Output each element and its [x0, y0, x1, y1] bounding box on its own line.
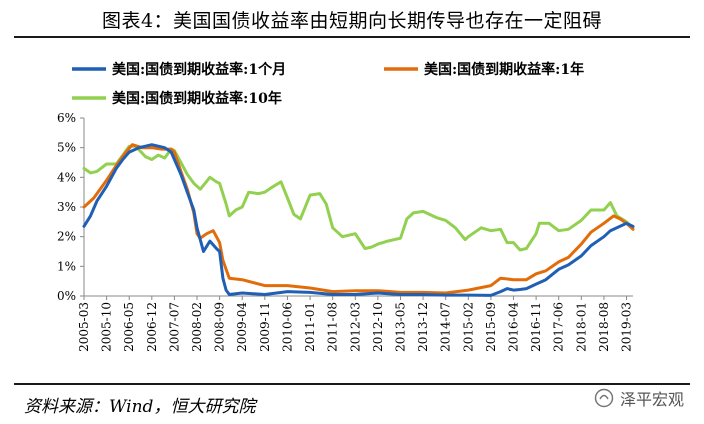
x-tick-label: 2012-10 — [371, 302, 385, 352]
x-tick-label: 2014-07 — [439, 302, 453, 352]
x-tick-label: 2012-03 — [348, 302, 362, 352]
series-line-2 — [82, 144, 635, 252]
x-tick-label: 2009-11 — [258, 302, 272, 352]
y-tick-label: 3% — [57, 200, 76, 214]
y-tick-label: 5% — [57, 141, 76, 155]
x-tick-label: 2019-03 — [620, 302, 634, 352]
x-tick-label: 2005-10 — [100, 302, 114, 352]
watermark-text: 泽平宏观 — [619, 390, 684, 409]
series-line-0 — [82, 143, 635, 297]
line-chart: 美国:国债到期收益率:1个月 美国:国债到期收益率:1年美国:国债到期收益率:10… — [57, 61, 635, 352]
bottom-rule — [14, 383, 690, 385]
chart-axes: 0% 1% 2% 3% 4% 5% 6% 2005-03 2005-10 2006-05 2006-… — [57, 111, 634, 352]
x-tick-label: 2011-01 — [303, 302, 317, 352]
source-note: 资料来源：Wind，恒大研究院 — [24, 397, 256, 417]
y-tick-label: 1% — [57, 259, 76, 273]
x-tick-label: 2008-02 — [190, 302, 204, 352]
x-tick-label: 2015-02 — [461, 302, 475, 352]
chart-series — [82, 143, 635, 297]
x-tick-label: 2006-05 — [122, 302, 136, 352]
legend-label-1: 美国:国债到期收益率:1年 — [424, 61, 584, 78]
x-tick-label: 2010-06 — [280, 302, 294, 352]
x-tick-label: 2009-04 — [235, 302, 249, 352]
x-tick-label: 2005-03 — [77, 302, 91, 352]
legend-label-0: 美国:国债到期收益率:1个月 — [112, 61, 286, 78]
figure-title: 图表4：美国国债收益率由短期向长期传导也存在一定阻碍 — [101, 10, 603, 32]
x-tick-label: 2017-06 — [552, 302, 566, 352]
x-tick-label: 2013-05 — [393, 302, 407, 352]
legend-label-2: 美国:国债到期收益率:10年 — [112, 90, 282, 107]
y-tick-label: 6% — [57, 111, 76, 125]
watermark: 泽平宏观 — [594, 386, 684, 410]
x-tick-label: 2011-08 — [326, 302, 340, 352]
x-tick-label: 2015-09 — [484, 302, 498, 352]
y-tick-label: 4% — [57, 170, 76, 184]
x-tick-label: 2006-12 — [145, 302, 159, 352]
x-tick-label: 2016-11 — [529, 302, 543, 352]
x-tick-label: 2008-09 — [213, 302, 227, 352]
x-tick-label: 2018-08 — [597, 302, 611, 352]
series-line-1 — [82, 143, 635, 295]
y-tick-label: 2% — [57, 230, 76, 244]
x-tick-label: 2018-01 — [574, 302, 588, 352]
wechat-icon — [594, 388, 614, 408]
x-tick-label: 2013-12 — [416, 302, 430, 352]
x-tick-label: 2016-04 — [507, 302, 521, 352]
x-tick-label: 2007-07 — [167, 302, 181, 352]
top-rule — [14, 36, 690, 38]
chart-legend: 美国:国债到期收益率:1个月 美国:国债到期收益率:1年美国:国债到期收益率:10… — [72, 61, 584, 107]
y-tick-label: 0% — [57, 289, 76, 303]
